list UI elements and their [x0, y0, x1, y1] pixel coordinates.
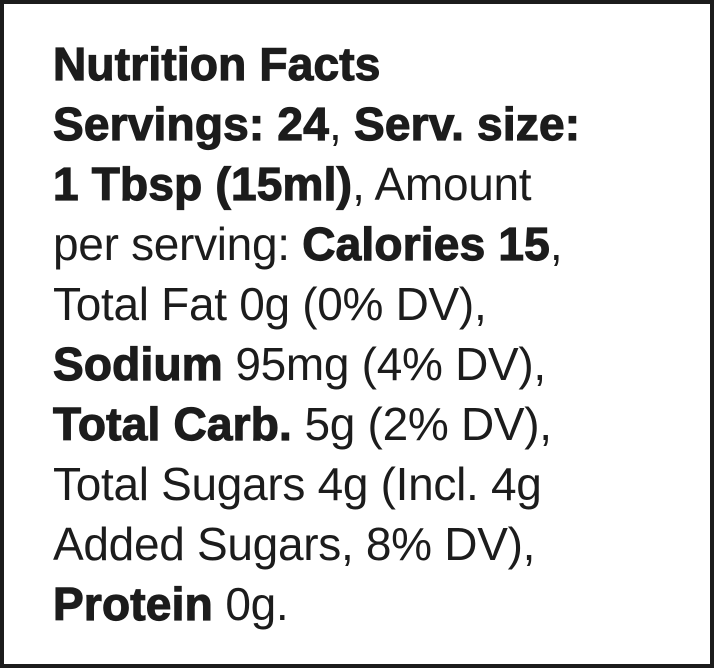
separator: ,: [549, 218, 563, 270]
amount-intro: Amount: [374, 158, 532, 210]
line-2: Servings: 24, Serv. size:: [52, 94, 700, 154]
line-4: per serving: Calories 15,: [53, 214, 700, 274]
sugars-line-2: Added Sugars, 8% DV),: [53, 518, 536, 570]
line-6: Sodium 95mg (4% DV),: [52, 334, 700, 394]
separator: ,: [328, 98, 354, 150]
total-fat: Total Fat 0g (0% DV),: [53, 278, 487, 330]
carb-label: Total Carb.: [52, 397, 293, 450]
carb-value: 5g (2% DV),: [292, 398, 553, 450]
title: Nutrition Facts: [52, 37, 381, 90]
line-8: Total Sugars 4g (Incl. 4g: [53, 454, 700, 514]
serving-size-value: 1 Tbsp (15ml): [52, 157, 353, 210]
protein-value: 0g.: [212, 578, 289, 630]
serving-size-label: Serv. size:: [353, 97, 581, 150]
line-10: Protein 0g.: [52, 574, 700, 634]
calories: Calories 15: [302, 217, 551, 270]
nutrition-text: Nutrition Facts Servings: 24, Serv. size…: [52, 34, 700, 634]
line-9: Added Sugars, 8% DV),: [53, 514, 700, 574]
line-3: 1 Tbsp (15ml), Amount: [52, 154, 700, 214]
servings: Servings: 24: [52, 97, 329, 150]
protein-label: Protein: [52, 577, 213, 630]
line-5: Total Fat 0g (0% DV),: [53, 274, 700, 334]
sugars-line-1: Total Sugars 4g (Incl. 4g: [53, 458, 542, 510]
line-7: Total Carb. 5g (2% DV),: [52, 394, 700, 454]
sodium-value: 95mg (4% DV),: [222, 338, 546, 390]
separator: ,: [352, 158, 375, 210]
line-1: Nutrition Facts: [52, 34, 700, 94]
sodium-label: Sodium: [52, 337, 223, 390]
amount-intro-2: per serving:: [53, 218, 290, 270]
